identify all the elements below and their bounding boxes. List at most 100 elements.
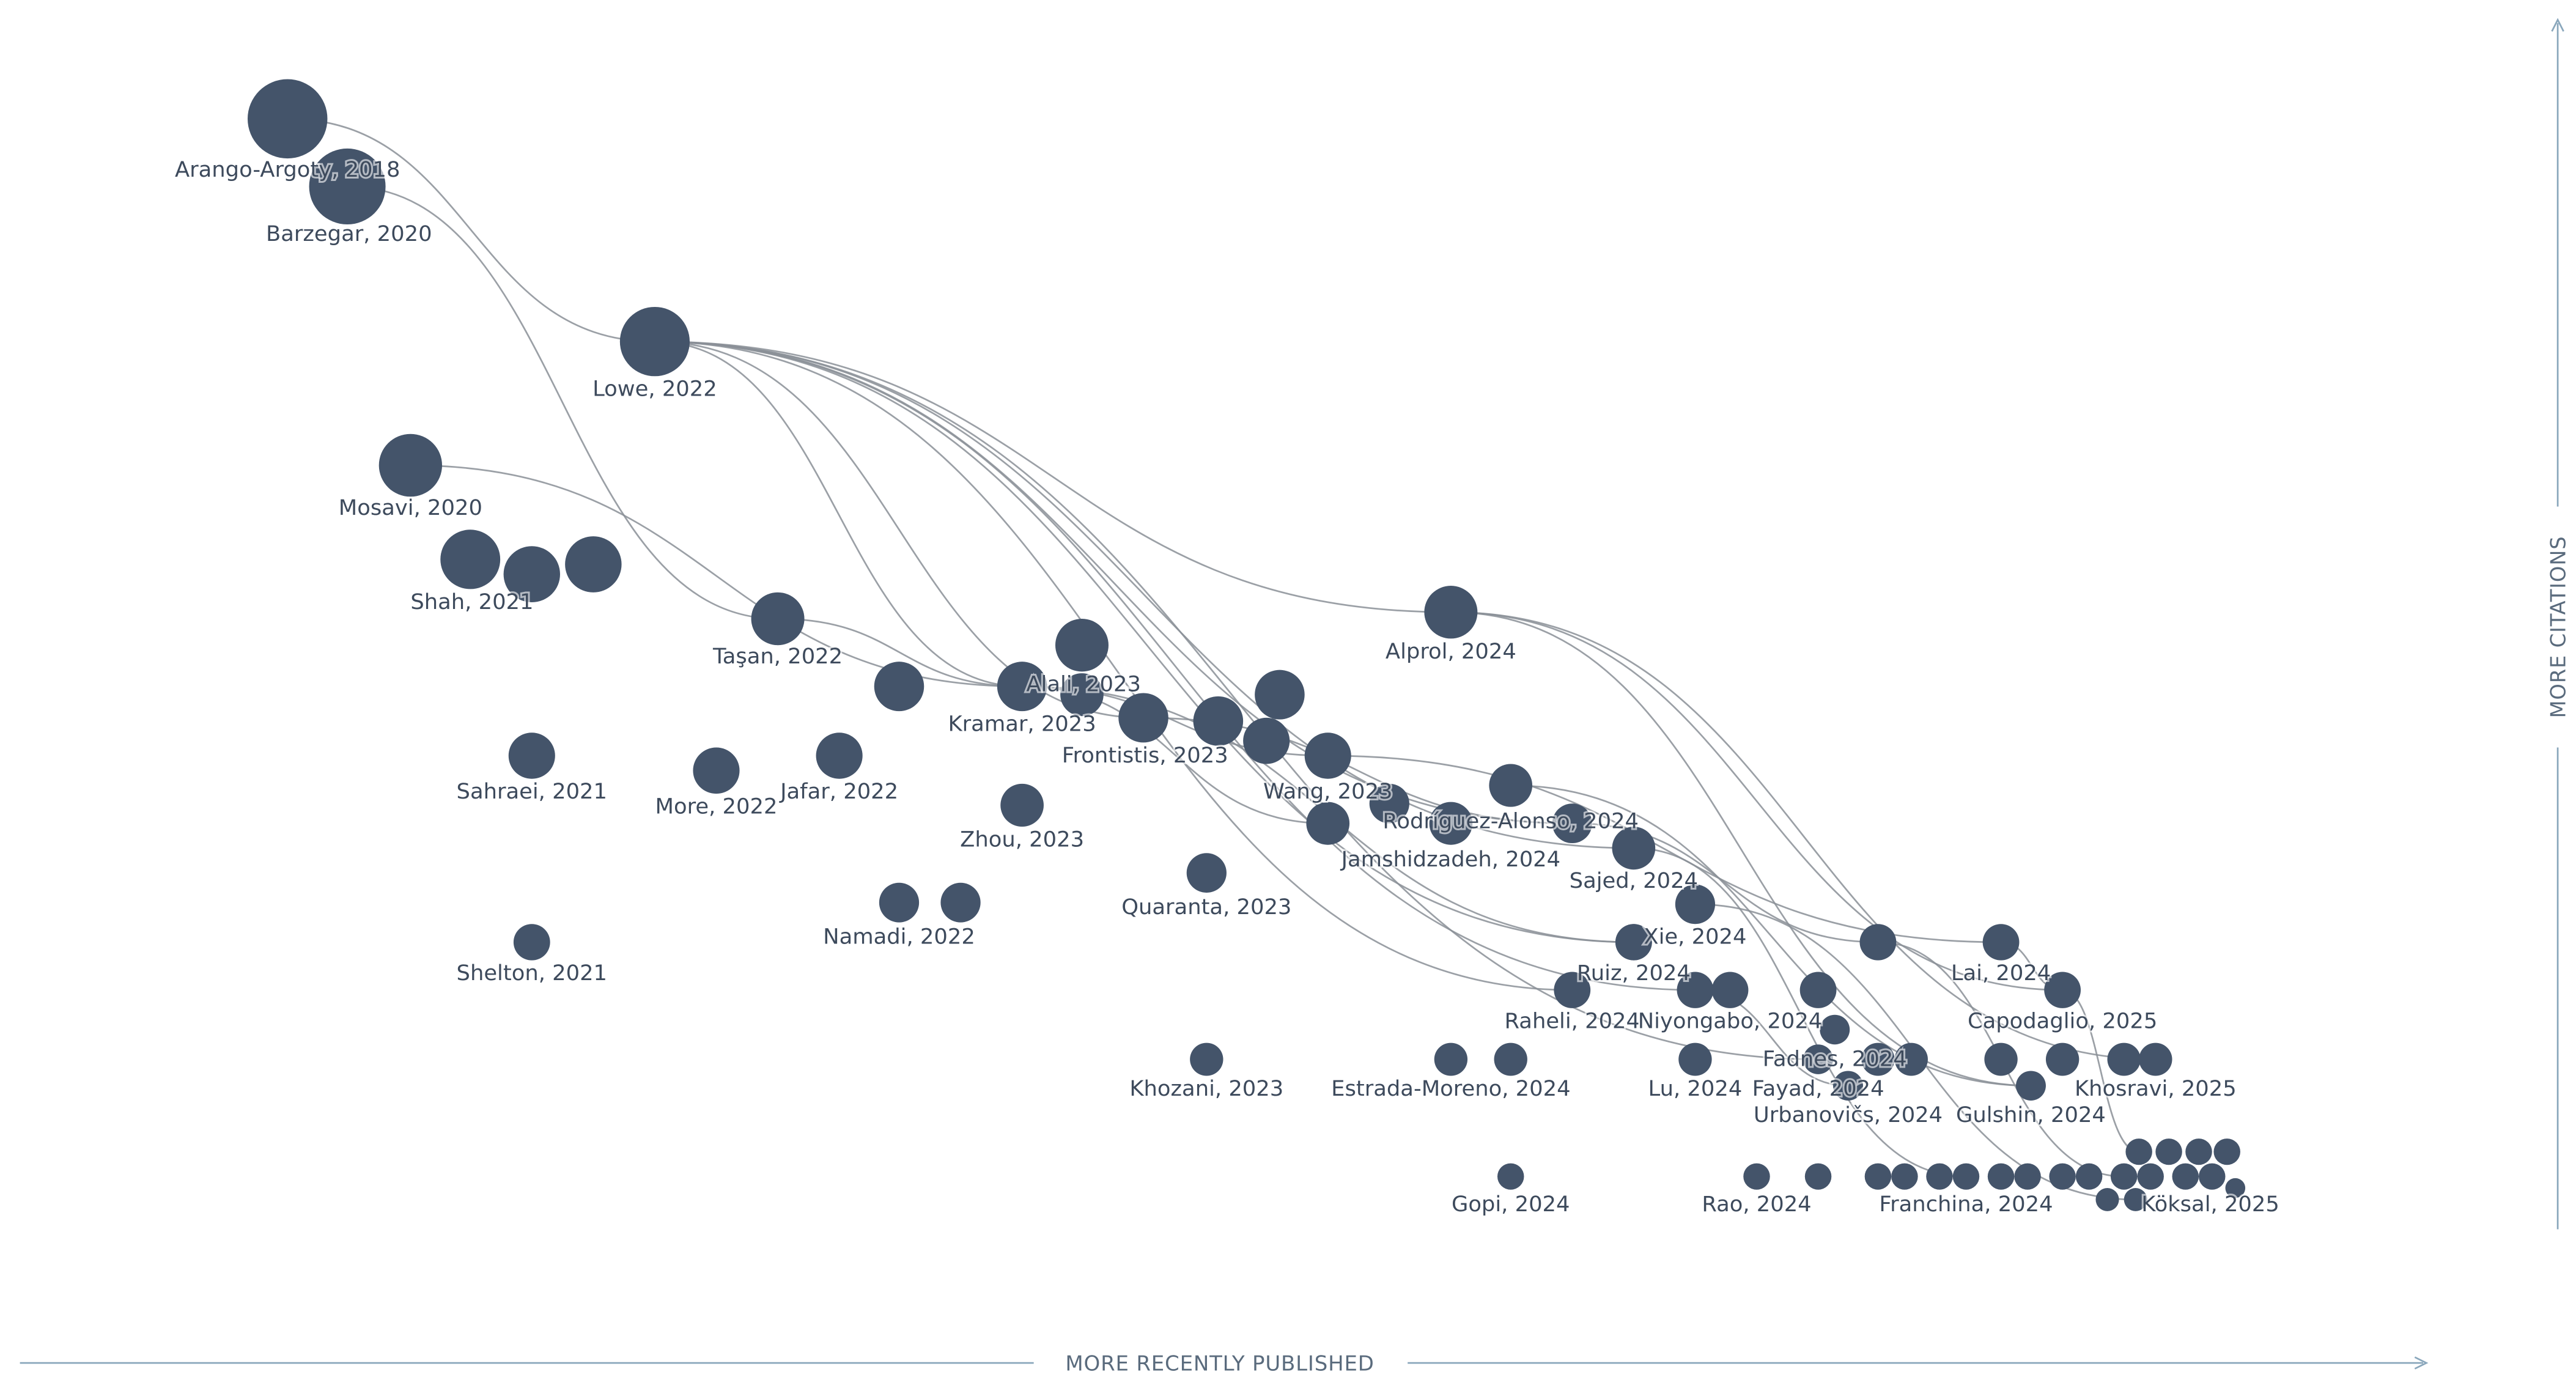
paper-label-khozani: Khozani, 2023 <box>1129 1076 1283 1101</box>
paper-node-more[interactable] <box>693 747 740 794</box>
paper-node-lowe[interactable] <box>619 306 690 377</box>
paper-label-rodriguez: Rodríguez-Alonso, 2024 <box>1382 809 1639 834</box>
paper-node-p_b3[interactable] <box>1891 1163 1918 1190</box>
paper-node-p_shah3[interactable] <box>565 536 622 592</box>
paper-node-p_t2[interactable] <box>2155 1138 2182 1165</box>
paper-node-p_c2[interactable] <box>1859 924 1897 961</box>
citation-link-10 <box>654 341 1696 991</box>
paper-node-alprol[interactable] <box>1424 586 1478 639</box>
paper-node-p_l3[interactable] <box>2225 1178 2246 1198</box>
paper-node-capodaglio[interactable] <box>2044 972 2081 1008</box>
paper-labels: Arango-Argoty, 2018 Barzegar, 2020 Lowe, 2… <box>173 155 2281 1219</box>
paper-node-khosravi[interactable] <box>2139 1042 2172 1076</box>
paper-node-p_b2[interactable] <box>1864 1163 1892 1190</box>
citation-link-3 <box>654 341 1022 688</box>
y-axis: MORE CITATIONS <box>2546 18 2570 1230</box>
paper-label-ruiz: Ruiz, 2024 <box>1577 961 1691 986</box>
paper-node-shah[interactable] <box>440 529 501 589</box>
paper-node-p_b12[interactable] <box>2172 1163 2199 1190</box>
paper-node-kramar[interactable] <box>997 662 1047 712</box>
paper-node-jamshidzadeh[interactable] <box>1306 802 1350 845</box>
paper-label-capodaglio: Capodaglio, 2025 <box>1968 1008 2157 1033</box>
paper-node-p_t4[interactable] <box>2213 1138 2240 1165</box>
paper-node-p_b8[interactable] <box>2049 1163 2076 1190</box>
paper-node-fayad[interactable] <box>1803 1044 1834 1074</box>
paper-label-alprol: Alprol, 2024 <box>1386 639 1516 664</box>
paper-node-fadnes[interactable] <box>1820 1014 1850 1045</box>
paper-node-estrada[interactable] <box>1494 1042 1527 1076</box>
paper-node-barzegar[interactable] <box>309 148 386 225</box>
paper-node-p_fad3[interactable] <box>1894 1042 1928 1076</box>
paper-node-p_b10[interactable] <box>2110 1163 2138 1190</box>
paper-node-arango[interactable] <box>247 79 328 159</box>
paper-node-raheli[interactable] <box>1554 972 1591 1008</box>
paper-node-p_t1[interactable] <box>2125 1138 2152 1165</box>
paper-node-ruiz[interactable] <box>1615 924 1652 961</box>
x-axis-arrow-icon <box>2414 1356 2429 1370</box>
paper-label-kramar: Kramar, 2023 <box>948 712 1096 737</box>
citation-link-4 <box>654 341 1144 719</box>
paper-node-p_front4[interactable] <box>1255 670 1305 720</box>
paper-node-p_b4[interactable] <box>1926 1163 1953 1190</box>
paper-label-niyongabo: Niyongabo, 2024 <box>1638 1008 1823 1033</box>
paper-node-p_alali[interactable] <box>1055 619 1109 672</box>
paper-node-rodriguez[interactable] <box>1552 803 1592 844</box>
paper-node-p_k1[interactable] <box>2107 1042 2141 1076</box>
paper-node-p_rod1[interactable] <box>1369 783 1409 824</box>
paper-node-jafar[interactable] <box>816 732 863 779</box>
paper-node-zhou[interactable] <box>1000 783 1044 827</box>
paper-node-p_t3[interactable] <box>2185 1138 2212 1165</box>
citation-link-18 <box>1450 611 2063 991</box>
paper-label-quaranta: Quaranta, 2023 <box>1121 895 1291 920</box>
paper-node-p_front3[interactable] <box>1243 717 1290 764</box>
paper-node-namadi[interactable] <box>879 882 920 923</box>
citation-link-11 <box>654 341 1818 1060</box>
paper-node-lai[interactable] <box>1982 924 2020 961</box>
paper-node-franchina[interactable] <box>1952 1163 1980 1190</box>
paper-node-p_b6[interactable] <box>1987 1163 2015 1190</box>
paper-node-quaranta[interactable] <box>1186 853 1227 893</box>
paper-node-shelton[interactable] <box>513 924 550 961</box>
paper-node-p_est1[interactable] <box>1434 1042 1468 1076</box>
paper-node-p_front2[interactable] <box>1193 696 1244 746</box>
paper-node-sahraei[interactable] <box>508 732 555 779</box>
paper-node-p_b9[interactable] <box>2075 1163 2103 1190</box>
paper-node-p_c1[interactable] <box>1799 972 1837 1008</box>
paper-node-p_b13[interactable] <box>2198 1163 2226 1190</box>
paper-node-p_niy2[interactable] <box>1711 972 1749 1008</box>
paper-node-p_namadi2[interactable] <box>940 882 981 923</box>
paper-node-p_rod3[interactable] <box>1489 764 1533 807</box>
paper-node-p_g2[interactable] <box>2045 1042 2080 1076</box>
paper-node-khozani[interactable] <box>1190 1042 1223 1076</box>
paper-label-estrada: Estrada-Moreno, 2024 <box>1331 1076 1570 1101</box>
paper-node-p_shah2[interactable] <box>503 546 560 603</box>
paper-node-p_mid1[interactable] <box>874 662 924 712</box>
paper-label-koksal: Köksal, 2025 <box>2141 1192 2279 1217</box>
paper-node-frontistis[interactable] <box>1118 693 1168 743</box>
paper-node-p_fad2[interactable] <box>1861 1042 1895 1076</box>
paper-node-p_b1[interactable] <box>1804 1163 1832 1190</box>
paper-node-p_l1[interactable] <box>2095 1188 2119 1211</box>
paper-node-urbanovics[interactable] <box>1833 1071 1863 1101</box>
paper-label-franchina: Franchina, 2024 <box>1879 1192 2053 1217</box>
paper-label-shah: Shah, 2021 <box>410 589 533 614</box>
paper-node-gopi[interactable] <box>1497 1163 1524 1190</box>
paper-node-alali[interactable] <box>1060 673 1104 717</box>
paper-node-koksal[interactable] <box>2124 1188 2147 1211</box>
paper-node-gulshin[interactable] <box>2016 1071 2046 1101</box>
paper-label-rao: Rao, 2024 <box>1702 1192 1811 1217</box>
paper-node-p_b11[interactable] <box>2137 1163 2164 1190</box>
paper-node-p_g1[interactable] <box>1984 1042 2018 1076</box>
paper-node-p_rod2[interactable] <box>1429 802 1473 845</box>
paper-node-tasan[interactable] <box>751 592 805 646</box>
paper-label-sahraei: Sahraei, 2021 <box>457 779 607 804</box>
paper-node-lu[interactable] <box>1678 1042 1712 1076</box>
paper-node-sajed[interactable] <box>1612 827 1656 870</box>
paper-node-p_b7[interactable] <box>2014 1163 2041 1190</box>
paper-node-rao[interactable] <box>1743 1163 1770 1190</box>
paper-node-wang[interactable] <box>1304 732 1351 779</box>
paper-node-niyongabo[interactable] <box>1677 972 1714 1008</box>
paper-node-mosavi[interactable] <box>378 434 443 497</box>
paper-label-gulshin: Gulshin, 2024 <box>1956 1102 2106 1127</box>
paper-node-p_sajed2[interactable] <box>1675 884 1716 924</box>
